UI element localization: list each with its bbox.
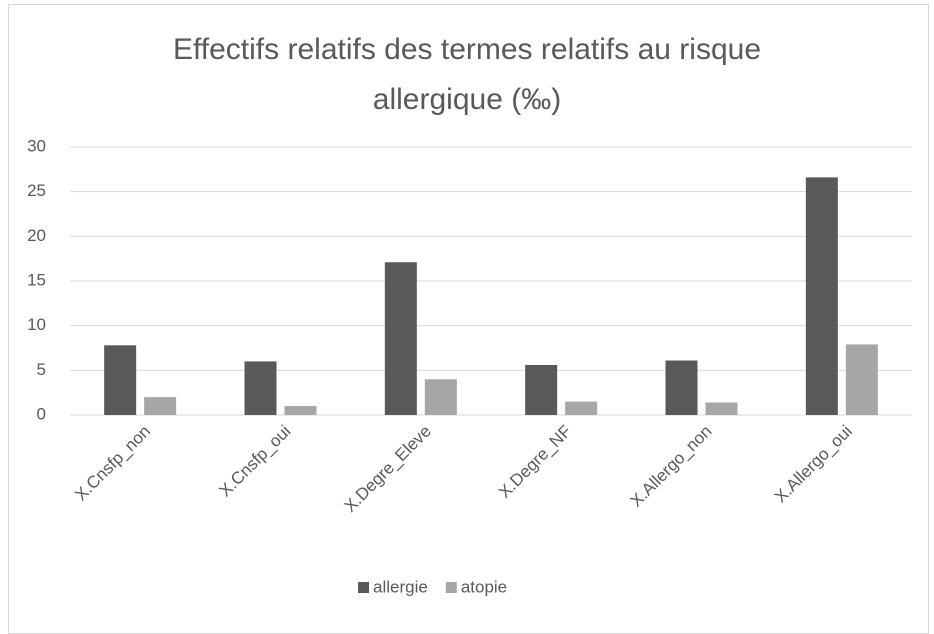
bar — [424, 379, 457, 415]
bar — [284, 406, 317, 415]
x-tick-label: X.Degre_Eleve — [341, 422, 435, 516]
y-tick-label: 5 — [37, 360, 46, 379]
bar — [104, 345, 137, 415]
x-tick-label: X.Degre_NF — [495, 422, 575, 502]
y-tick-label: 15 — [27, 270, 46, 289]
bar — [705, 402, 738, 415]
bar — [665, 360, 698, 415]
bar — [384, 262, 417, 415]
y-tick-label: 0 — [37, 404, 46, 423]
legend-label: atopie — [461, 577, 507, 596]
y-tick-label: 25 — [27, 181, 46, 200]
x-tick-label: X.Allergo_non — [627, 422, 716, 511]
y-tick-label: 10 — [27, 315, 46, 334]
bar — [144, 397, 177, 415]
legend-label: allergie — [373, 577, 428, 596]
y-tick-label: 30 — [27, 136, 46, 155]
x-tick-label: X.Cnsfp_oui — [216, 422, 295, 501]
legend-swatch — [445, 582, 457, 593]
bar — [244, 361, 277, 415]
chart-title: Effectifs relatifs des termes relatifs a… — [172, 33, 762, 116]
x-tick-label: X.Allergo_oui — [771, 422, 856, 507]
bar — [805, 177, 838, 415]
bar — [525, 364, 558, 415]
bar — [845, 344, 878, 415]
legend-swatch — [358, 582, 369, 593]
bar — [565, 401, 598, 415]
x-tick-label: X.Cnsfp_non — [71, 422, 154, 505]
y-tick-label: 20 — [27, 226, 46, 245]
